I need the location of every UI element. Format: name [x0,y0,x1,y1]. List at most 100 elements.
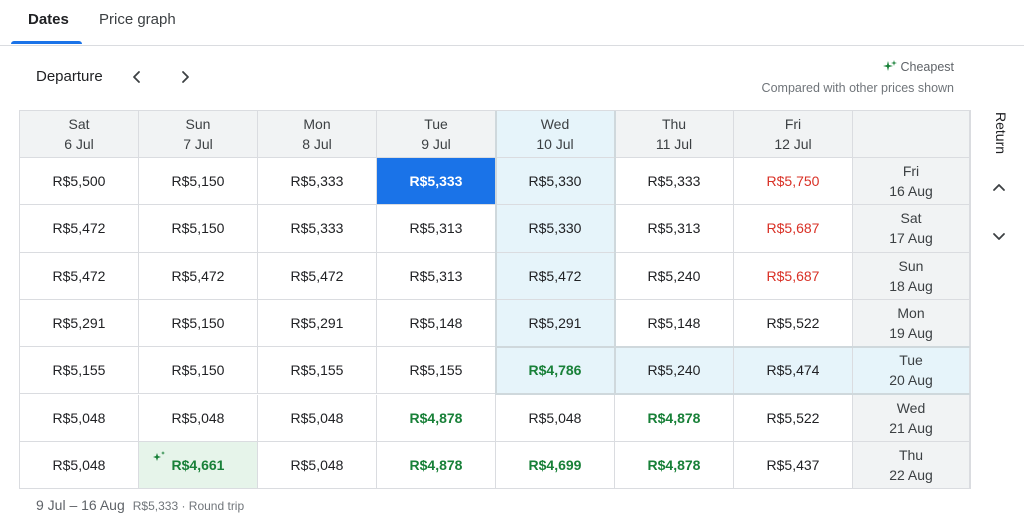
return-next-button[interactable] [986,223,1012,249]
price-cell[interactable]: R$5,500 [20,158,139,206]
departure-column-header: Thu 11 Jul [615,111,734,158]
price-value: R$5,150 [171,220,225,237]
price-cell[interactable]: R$5,333 [258,205,377,253]
return-day: Thu [898,446,924,463]
price-cell[interactable]: R$4,699 [496,441,615,490]
price-cell[interactable]: R$5,472 [20,252,139,300]
price-cell[interactable]: R$5,291 [496,299,615,348]
price-cell[interactable]: R$5,333 [377,158,496,206]
price-cell[interactable]: R$4,878 [377,394,496,442]
price-cell[interactable]: R$5,687 [734,252,853,300]
price-value: R$5,472 [528,267,582,284]
price-cell[interactable]: R$5,150 [139,299,258,348]
sparkle-icon [153,450,165,461]
price-value: R$5,522 [766,409,820,426]
price-cell[interactable]: R$5,155 [258,347,377,395]
return-row-header: Fri 16 Aug [853,158,970,206]
price-value: R$5,330 [528,220,582,237]
price-cell[interactable]: R$5,148 [615,299,734,348]
price-cell[interactable]: R$5,291 [20,299,139,348]
price-cell[interactable]: R$5,048 [258,441,377,490]
price-cell[interactable]: R$5,150 [139,347,258,395]
price-cell[interactable]: R$5,474 [734,347,853,395]
return-date: 17 Aug [889,230,933,247]
price-cell[interactable]: R$5,472 [139,252,258,300]
price-cell[interactable]: R$4,878 [377,441,496,490]
price-cell[interactable]: R$5,522 [734,394,853,442]
departure-next-button[interactable] [172,64,198,90]
price-cell[interactable]: R$5,472 [258,252,377,300]
departure-date: 7 Jul [183,136,213,152]
price-value: R$5,048 [290,409,344,426]
price-cell[interactable]: R$5,330 [496,205,615,253]
price-cell[interactable]: R$5,291 [258,299,377,348]
price-cell[interactable]: R$5,472 [20,205,139,253]
return-prev-button[interactable] [986,175,1012,201]
sparkle-icon [883,60,898,71]
departure-column-header: Wed 10 Jul [496,111,615,158]
price-cell[interactable]: R$5,333 [615,158,734,206]
price-cell[interactable]: R$5,048 [496,394,615,442]
price-cell[interactable]: R$5,437 [734,441,853,490]
price-cell[interactable]: R$5,150 [139,158,258,206]
price-cell[interactable]: R$5,240 [615,252,734,300]
tab-dates[interactable]: Dates [28,11,69,28]
departure-prev-button[interactable] [124,64,150,90]
price-cell[interactable]: R$4,878 [615,441,734,490]
price-cell[interactable]: R$5,313 [615,205,734,253]
departure-date: 10 Jul [536,136,574,152]
return-row-header: Sat 17 Aug [853,205,970,253]
price-value: R$5,472 [171,267,225,284]
price-value: R$5,150 [171,362,225,379]
departure-date: 12 Jul [774,136,812,152]
price-value: R$4,878 [409,456,463,473]
chevron-down-icon [993,233,1005,240]
price-cell[interactable]: R$5,048 [20,441,139,490]
active-tab-indicator [11,41,82,44]
price-cell[interactable]: R$4,661 [139,441,258,490]
return-day: Fri [902,163,920,180]
price-cell[interactable]: R$5,048 [258,394,377,442]
departure-day: Fri [784,116,802,132]
price-value: R$5,472 [290,267,344,284]
date-price-grid: Sat 6 Jul Sun 7 Jul Mon 8 Jul Tue 9 Jul Wed 10 Ju… [19,110,971,490]
price-cell[interactable]: R$5,522 [734,299,853,348]
price-cell[interactable]: R$5,048 [20,394,139,442]
price-value: R$4,878 [647,456,701,473]
departure-date: 8 Jul [302,136,332,152]
departure-column-header: Fri 12 Jul [734,111,853,158]
price-cell[interactable]: R$5,240 [615,347,734,395]
return-date: 19 Aug [889,325,933,342]
price-cell[interactable]: R$4,786 [496,347,615,395]
chevron-left-icon [133,71,140,83]
price-value: R$5,150 [171,315,225,332]
price-cell[interactable]: R$5,048 [139,394,258,442]
price-cell[interactable]: R$5,313 [377,252,496,300]
tab-price-graph[interactable]: Price graph [99,11,176,28]
price-cell[interactable]: R$4,878 [615,394,734,442]
price-cell[interactable]: R$5,155 [20,347,139,395]
departure-date: 9 Jul [421,136,451,152]
price-value: R$5,240 [647,362,701,379]
price-cell[interactable]: R$5,330 [496,158,615,206]
price-cell[interactable]: R$5,155 [377,347,496,395]
departure-column-header: Sat 6 Jul [20,111,139,158]
price-cell[interactable]: R$5,472 [496,252,615,300]
return-date: 20 Aug [889,372,933,389]
price-cell[interactable]: R$5,148 [377,299,496,348]
price-value: R$5,048 [52,456,106,473]
price-value: R$5,048 [290,456,344,473]
price-value: R$5,048 [52,409,106,426]
price-value: R$5,333 [409,173,463,190]
price-cell[interactable]: R$5,687 [734,205,853,253]
price-cell[interactable]: R$5,750 [734,158,853,206]
price-cell[interactable]: R$5,150 [139,205,258,253]
price-cell[interactable]: R$5,313 [377,205,496,253]
price-value: R$5,522 [766,315,820,332]
price-value: R$5,333 [647,173,701,190]
return-day: Sun [898,257,924,274]
price-cell[interactable]: R$5,333 [258,158,377,206]
return-date: 18 Aug [889,277,933,294]
departure-label: Departure [36,68,103,85]
departure-day: Tue [424,116,448,132]
